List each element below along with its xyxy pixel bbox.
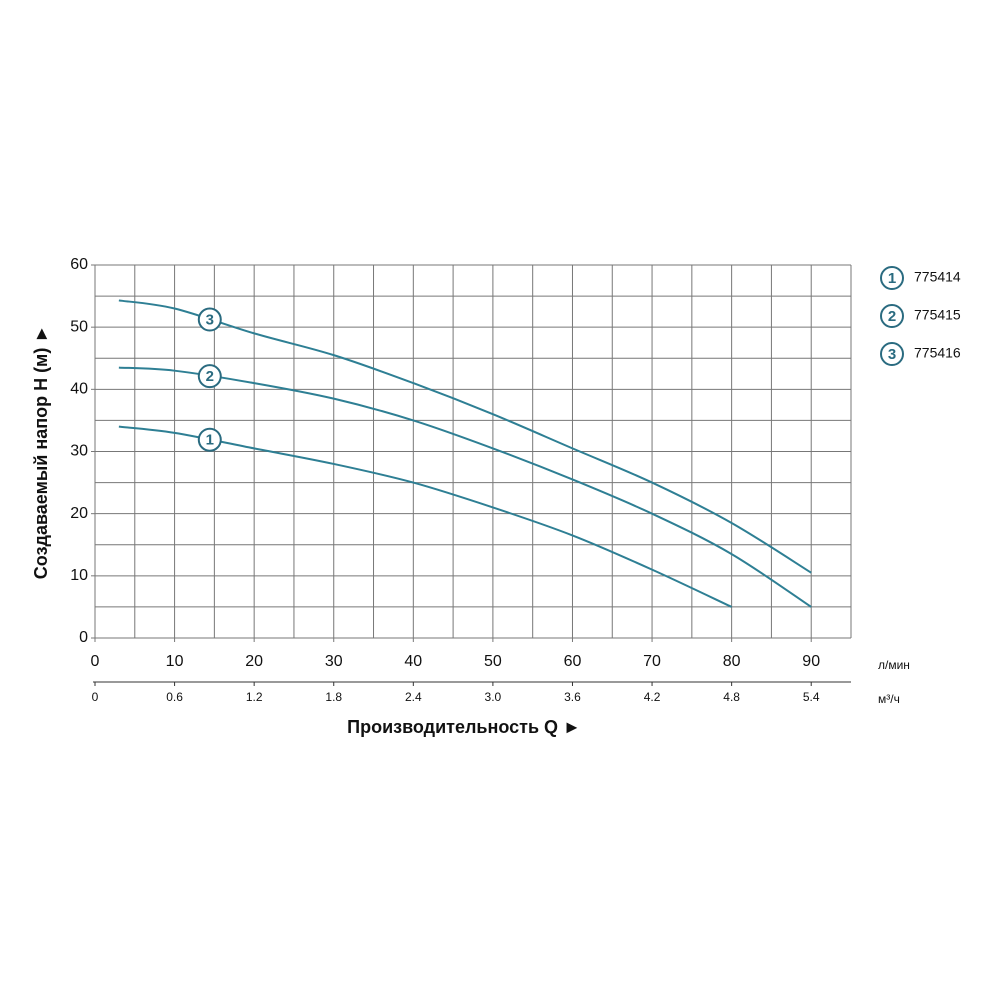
x-tick-label: 70 — [643, 653, 661, 670]
legend-badge-text: 1 — [888, 270, 896, 287]
curve-label — [197, 307, 222, 332]
y-tick-label: 10 — [70, 567, 88, 584]
x-tick-label: 50 — [484, 653, 502, 670]
legend-badge — [880, 304, 904, 328]
legend-badge — [880, 342, 904, 366]
x-tick-label: 60 — [564, 653, 582, 670]
legend-label: 775415 — [914, 307, 961, 323]
y-tick-label: 60 — [70, 256, 88, 273]
y-tick-label: 20 — [70, 505, 88, 522]
x2-tick-label: 3.6 — [564, 690, 581, 704]
x-tick-label: 0 — [91, 653, 100, 670]
x-axis-title: Производительность Q ► — [347, 717, 581, 737]
legend-label: 775416 — [914, 345, 961, 361]
y-tick-label: 40 — [70, 381, 88, 398]
x-tick-label: 40 — [404, 653, 422, 670]
x2-tick-label: 0.6 — [166, 690, 183, 704]
x2-tick-label: 5.4 — [803, 690, 820, 704]
legend-badge-text: 2 — [888, 308, 896, 325]
curve-label — [197, 364, 222, 389]
curve-label — [197, 427, 222, 452]
curve — [118, 366, 812, 608]
y-tick-label: 0 — [79, 629, 88, 646]
curve-label-text: 2 — [206, 368, 214, 385]
x-tick-label: 30 — [325, 653, 343, 670]
x-tick-label: 20 — [245, 653, 263, 670]
x2-tick-label: 4.2 — [644, 690, 661, 704]
x2-tick-label: 0 — [92, 690, 99, 704]
x-tick-label: 90 — [802, 653, 820, 670]
curve-label-text: 3 — [206, 311, 214, 328]
legend-badge-text: 3 — [888, 346, 896, 363]
x2-unit: м³/ч — [878, 692, 900, 706]
y-tick-label: 30 — [70, 443, 88, 460]
x-tick-label: 10 — [166, 653, 184, 670]
curve-label-text: 1 — [206, 432, 214, 449]
x2-tick-label: 1.2 — [246, 690, 263, 704]
y-axis-title: Создаваемый напор H (м) ► — [31, 325, 51, 579]
legend-badge — [880, 266, 904, 290]
curve — [118, 425, 733, 608]
x2-tick-label: 3.0 — [485, 690, 502, 704]
legend-label: 775414 — [914, 269, 961, 285]
x-tick-label: 80 — [723, 653, 741, 670]
y-tick-label: 50 — [70, 318, 88, 335]
x-unit: л/мин — [878, 658, 910, 672]
curve — [118, 299, 812, 574]
x2-tick-label: 4.8 — [723, 690, 740, 704]
x2-tick-label: 2.4 — [405, 690, 422, 704]
x2-tick-label: 1.8 — [325, 690, 342, 704]
